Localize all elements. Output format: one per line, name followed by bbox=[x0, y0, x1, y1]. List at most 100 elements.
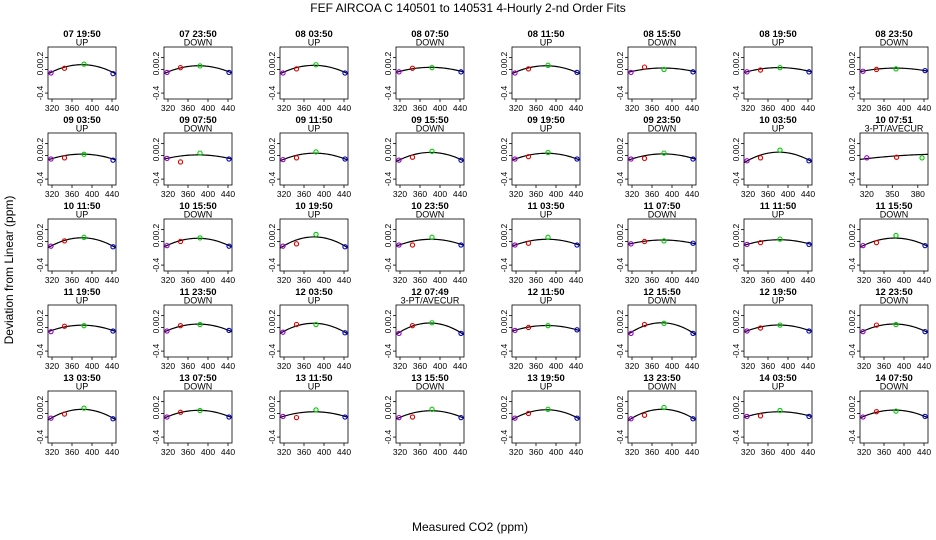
panel-frame bbox=[511, 132, 581, 186]
data-point bbox=[757, 413, 764, 419]
y-tick-label: 0.0 bbox=[847, 63, 857, 75]
data-point bbox=[777, 65, 783, 71]
chart-title: FEF AIRCOA C 140501 to 140531 4-Hourly 2… bbox=[310, 1, 625, 15]
panel-frame bbox=[859, 390, 929, 444]
panel-frame bbox=[47, 46, 117, 100]
y-tick-label: -0.4 bbox=[499, 85, 509, 100]
x-tick-label: 380 bbox=[911, 189, 925, 199]
x-tick-label: 360 bbox=[645, 189, 659, 199]
data-point bbox=[409, 65, 416, 71]
x-tick-label: 360 bbox=[645, 103, 659, 113]
x-tick-label: 400 bbox=[433, 103, 447, 113]
x-tick-label: 400 bbox=[781, 189, 795, 199]
y-tick-label: 0.2 bbox=[267, 395, 277, 407]
data-point bbox=[409, 414, 416, 420]
data-point bbox=[661, 238, 667, 244]
x-tick-label: 400 bbox=[897, 447, 911, 457]
panel-subtitle: UP bbox=[540, 382, 553, 392]
panel-title: 13 07:50 bbox=[179, 373, 217, 384]
fit-curve bbox=[511, 152, 581, 161]
data-point bbox=[226, 327, 232, 334]
y-tick-label: -0.4 bbox=[499, 343, 509, 358]
panel-frame bbox=[627, 132, 697, 186]
y-tick-label: -0.4 bbox=[383, 429, 393, 444]
x-tick-label: 400 bbox=[549, 275, 563, 285]
panel-frame bbox=[627, 46, 697, 100]
panel-subtitle: UP bbox=[540, 38, 553, 48]
data-point bbox=[893, 408, 899, 414]
data-point bbox=[396, 242, 402, 248]
x-tick-label: 440 bbox=[105, 447, 119, 457]
x-tick-label: 320 bbox=[741, 361, 755, 371]
panel-title: 14 03:50 bbox=[759, 373, 797, 384]
data-point bbox=[197, 407, 203, 414]
data-point bbox=[661, 66, 667, 73]
x-tick-label: 320 bbox=[857, 275, 871, 285]
data-point bbox=[641, 64, 648, 70]
x-tick-label: 440 bbox=[685, 189, 699, 199]
data-point bbox=[110, 70, 116, 77]
y-tick-label: 0.2 bbox=[35, 395, 45, 407]
x-tick-label: 360 bbox=[413, 103, 427, 113]
data-point bbox=[280, 243, 286, 249]
x-tick-label: 400 bbox=[781, 447, 795, 457]
data-point bbox=[48, 415, 54, 421]
x-tick-label: 320 bbox=[625, 103, 639, 113]
data-point bbox=[313, 407, 319, 413]
data-point bbox=[409, 242, 416, 248]
y-tick-label: 0.0 bbox=[383, 235, 393, 247]
fit-curve bbox=[395, 410, 465, 420]
y-tick-label: 0.2 bbox=[499, 309, 509, 321]
data-point bbox=[525, 153, 532, 160]
panel-title: 12 23:50 bbox=[875, 287, 913, 298]
data-point bbox=[512, 327, 518, 334]
panel-subtitle: UP bbox=[540, 124, 553, 134]
y-tick-label: 0.2 bbox=[267, 137, 277, 149]
fit-curve bbox=[627, 408, 697, 422]
y-tick-label: 0.0 bbox=[731, 407, 741, 419]
data-point bbox=[81, 234, 87, 240]
x-tick-label: 320 bbox=[161, 103, 175, 113]
x-tick-label: 400 bbox=[665, 361, 679, 371]
data-point bbox=[177, 409, 184, 415]
panel-title: 08 03:50 bbox=[295, 29, 333, 40]
x-tick-label: 360 bbox=[181, 361, 195, 371]
x-tick-label: 400 bbox=[665, 103, 679, 113]
y-tick-label: 0.2 bbox=[499, 137, 509, 149]
x-tick-label: 320 bbox=[393, 361, 407, 371]
x-tick-label: 400 bbox=[85, 189, 99, 199]
x-tick-label: 440 bbox=[105, 361, 119, 371]
x-tick-label: 440 bbox=[221, 103, 235, 113]
data-point bbox=[628, 69, 634, 76]
panel-subtitle: DOWN bbox=[416, 38, 445, 48]
fit-curve bbox=[163, 154, 233, 160]
x-tick-label: 440 bbox=[105, 189, 119, 199]
x-tick-label: 360 bbox=[877, 103, 891, 113]
y-tick-label: -0.4 bbox=[847, 85, 857, 100]
x-tick-label: 320 bbox=[45, 189, 59, 199]
y-tick-label: 0.0 bbox=[151, 407, 161, 419]
y-tick-label: -0.4 bbox=[35, 171, 45, 186]
x-tick-label: 400 bbox=[433, 275, 447, 285]
panel-title: 10 23:50 bbox=[411, 201, 449, 212]
y-tick-label: 0.0 bbox=[847, 235, 857, 247]
y-tick-label: 0.2 bbox=[383, 309, 393, 321]
y-tick-label: -0.4 bbox=[35, 429, 45, 444]
x-tick-label: 320 bbox=[509, 189, 523, 199]
x-tick-label: 320 bbox=[857, 361, 871, 371]
x-tick-label: 440 bbox=[917, 361, 931, 371]
panel-frame bbox=[743, 132, 813, 186]
x-tick-label: 440 bbox=[801, 361, 815, 371]
data-point bbox=[280, 413, 286, 420]
y-tick-label: -0.4 bbox=[151, 85, 161, 100]
fit-curve bbox=[47, 408, 117, 421]
panel-title: 08 23:50 bbox=[875, 29, 913, 40]
x-tick-label: 440 bbox=[569, 447, 583, 457]
x-tick-label: 360 bbox=[877, 361, 891, 371]
x-tick-label: 350 bbox=[885, 189, 899, 199]
